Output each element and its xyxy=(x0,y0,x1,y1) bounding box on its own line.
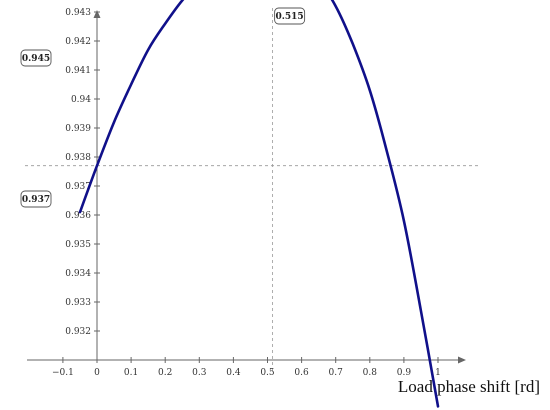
callout-label: 0.515 xyxy=(276,12,304,22)
x-tick-label: 0.3 xyxy=(192,368,207,378)
x-tick-label: 1 xyxy=(435,368,441,378)
y-tick-label: 0.937 xyxy=(65,182,91,192)
lower-value-callout: 0.937 xyxy=(20,190,52,208)
y-tick-label: 0.941 xyxy=(65,66,91,76)
upper-value-callout: 0.945 xyxy=(20,49,52,67)
y-tick-label: 0.933 xyxy=(65,298,91,308)
y-tick-label: 0.938 xyxy=(65,153,91,163)
y-tick-label: 0.932 xyxy=(65,327,91,337)
x-axis-arrow xyxy=(458,356,466,364)
x-tick-label: 0 xyxy=(94,368,100,378)
x-tick-label: 0.8 xyxy=(363,368,378,378)
axes xyxy=(27,10,466,364)
y-tick-label: 0.935 xyxy=(65,240,91,250)
x-axis-title: Load phase shift [rd] xyxy=(398,377,540,396)
x-tick-label: 0.7 xyxy=(329,368,344,378)
series-layer xyxy=(78,0,440,408)
series-line xyxy=(78,0,440,408)
reference-lines xyxy=(25,8,478,372)
callout-box xyxy=(20,49,52,67)
y-tick-label: 0.942 xyxy=(65,37,91,47)
y-tick-label: 0.934 xyxy=(65,269,91,279)
x-tick-label: 0.2 xyxy=(158,368,172,378)
callout-box xyxy=(20,190,52,208)
x-tick-label: 0.5 xyxy=(260,368,275,378)
x-tick-label: 0.4 xyxy=(226,368,241,378)
value-callouts: 0.515 0.945 0.937 xyxy=(20,7,306,208)
y-tick-label: 0.939 xyxy=(65,124,91,134)
x-tick-label: 0.1 xyxy=(124,368,138,378)
callout-box xyxy=(274,7,306,25)
callout-label: 0.937 xyxy=(22,195,50,205)
x-tick-label: 0.6 xyxy=(294,368,309,378)
tick-labels: −0.1 0 0.1 0.2 0.3 0.4 0.5 0.6 0.7 0.8 0.9 1 0.932 0.… xyxy=(52,8,441,378)
y-tick-label: 0.936 xyxy=(65,211,91,221)
x-tick-label: 0.9 xyxy=(397,368,412,378)
y-tick-label: 0.943 xyxy=(65,8,91,18)
vertical-value-callout: 0.515 xyxy=(274,7,306,25)
y-axis-arrow xyxy=(93,10,101,18)
x-tick-label: −0.1 xyxy=(52,368,74,378)
y-tick-label: 0.94 xyxy=(71,95,91,105)
callout-label: 0.945 xyxy=(22,54,50,64)
